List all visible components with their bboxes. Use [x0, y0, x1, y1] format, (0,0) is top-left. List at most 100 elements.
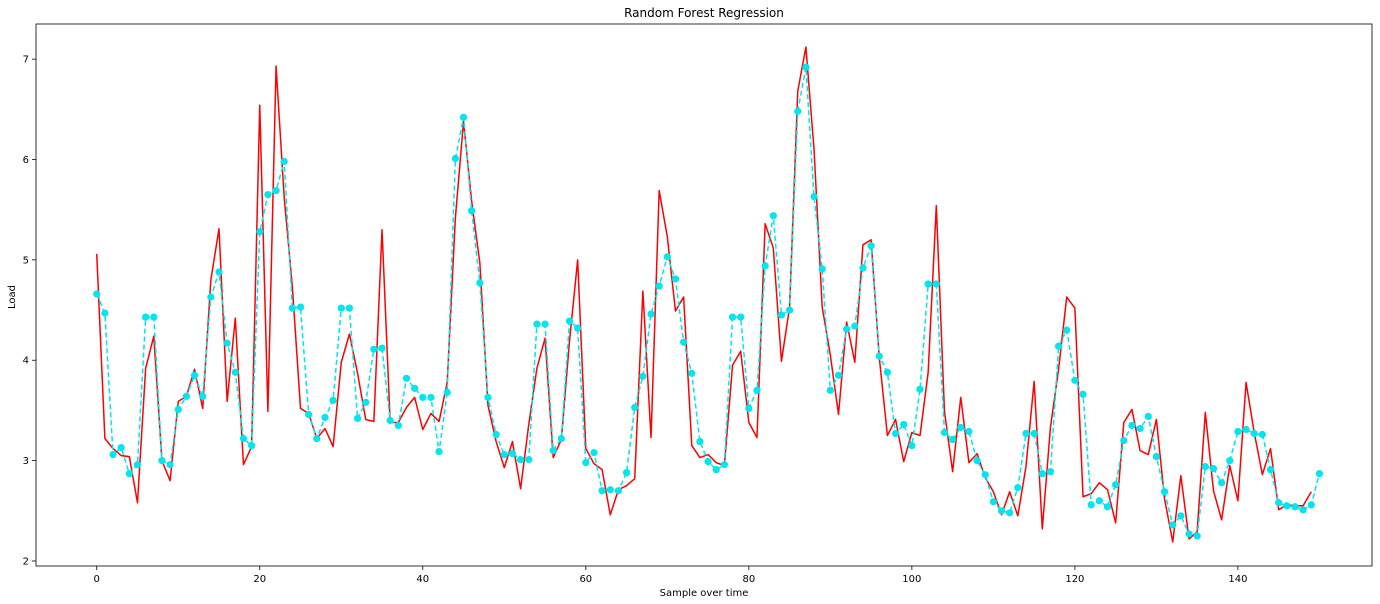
- predicted-point: [1177, 512, 1185, 520]
- predicted-point: [867, 242, 875, 250]
- predicted-point: [313, 434, 321, 443]
- predicted-point: [565, 317, 574, 325]
- y-tick-label: 4: [23, 356, 29, 367]
- predicted-point: [728, 313, 737, 321]
- predicted-point: [1193, 532, 1201, 540]
- predicted-point: [435, 447, 443, 456]
- predicted-point: [525, 456, 533, 464]
- predicted-point: [891, 429, 900, 438]
- predicted-point: [761, 262, 769, 270]
- predicted-point: [1046, 468, 1055, 476]
- predicted-point: [622, 469, 631, 477]
- predicted-point: [989, 498, 997, 506]
- predicted-point: [1266, 466, 1275, 474]
- predicted-point: [117, 443, 125, 452]
- predicted-point: [843, 325, 851, 333]
- predicted-point: [378, 344, 386, 352]
- y-tick-label: 5: [23, 255, 29, 266]
- predicted-point: [443, 388, 451, 396]
- predicted-point: [598, 487, 606, 495]
- x-tick-label: 100: [902, 574, 921, 585]
- predicted-point: [109, 450, 117, 459]
- predicted-point: [647, 310, 655, 318]
- predicted-point: [1054, 342, 1063, 350]
- x-tick-label: 80: [742, 574, 755, 585]
- predicted-point: [802, 63, 810, 71]
- predicted-point: [680, 338, 688, 346]
- predicted-point: [484, 393, 492, 401]
- predicted-point: [582, 459, 590, 467]
- predicted-point: [1201, 463, 1209, 471]
- actual-series-line: [95, 46, 1312, 543]
- predicted-point: [182, 392, 190, 400]
- predicted-point: [199, 392, 207, 400]
- predicted-point: [737, 313, 745, 321]
- predicted-point: [1218, 479, 1226, 487]
- predicted-point: [826, 386, 834, 394]
- predicted-point: [1144, 412, 1152, 421]
- predicted-point: [1291, 503, 1299, 511]
- predicted-point: [166, 461, 174, 469]
- predicted-point: [174, 405, 182, 414]
- predicted-point: [688, 369, 696, 377]
- predicted-point: [1185, 530, 1193, 538]
- predicted-point: [500, 450, 508, 459]
- predicted-point: [745, 404, 753, 413]
- predicted-point: [402, 374, 411, 382]
- predicted-point: [949, 435, 957, 444]
- predicted-point: [305, 410, 313, 419]
- predicted-point: [981, 471, 989, 479]
- predicted-point: [973, 457, 981, 465]
- predicted-point: [239, 434, 248, 443]
- predicted-point: [631, 403, 639, 412]
- x-tick-label: 140: [1228, 574, 1247, 585]
- predicted-point: [150, 313, 158, 321]
- predicted-point: [345, 304, 354, 312]
- x-tick-label: 120: [1065, 574, 1084, 585]
- predicted-point: [1030, 429, 1038, 438]
- predicted-point: [1006, 509, 1014, 517]
- predicted-point: [476, 279, 484, 287]
- predicted-point: [394, 421, 402, 430]
- predicted-point: [900, 420, 908, 429]
- chart-title: Random Forest Regression: [624, 6, 784, 20]
- predicted-point: [1234, 427, 1242, 436]
- predicted-point: [1250, 429, 1258, 438]
- predicted-point: [1112, 481, 1120, 489]
- predicted-point: [916, 385, 924, 393]
- predicted-point: [1095, 497, 1103, 505]
- x-tick-label: 60: [579, 574, 592, 585]
- predicted-point: [908, 441, 916, 450]
- predicted-point: [101, 309, 109, 317]
- predicted-point: [288, 304, 296, 312]
- predicted-point: [1022, 429, 1030, 438]
- predicted-point: [190, 371, 199, 379]
- predicted-point: [655, 282, 663, 290]
- predicted-point: [419, 393, 427, 401]
- predicted-point: [834, 371, 843, 379]
- predicted-point: [459, 113, 468, 121]
- predicted-point: [940, 428, 949, 437]
- predicted-point: [557, 434, 565, 443]
- predicted-point: [753, 386, 761, 394]
- y-tick-label: 6: [23, 155, 29, 166]
- predicted-point: [957, 423, 965, 432]
- predicted-point: [533, 320, 541, 328]
- plot-frame: [35, 23, 1373, 567]
- predicted-point: [639, 372, 647, 380]
- predicted-point: [329, 396, 337, 404]
- predicted-point: [1242, 425, 1250, 434]
- predicted-point: [1258, 430, 1266, 439]
- predicted-point: [777, 311, 786, 319]
- predicted-point: [997, 507, 1006, 515]
- predicted-point: [386, 416, 394, 425]
- predicted-point: [508, 449, 517, 458]
- predicted-point: [125, 470, 133, 478]
- predicted-point: [296, 303, 305, 311]
- predicted-point: [451, 154, 459, 163]
- predicted-point: [1014, 484, 1022, 492]
- predicted-point: [574, 324, 582, 332]
- predicted-point: [1283, 502, 1291, 510]
